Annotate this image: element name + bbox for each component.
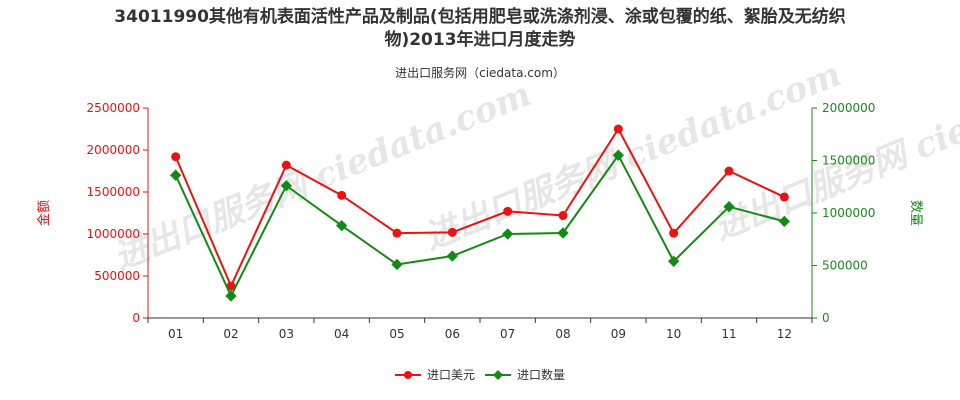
left-axis-tick-label: 0 xyxy=(132,311,140,325)
series-layer xyxy=(170,124,790,302)
left-axis-title: 金额 xyxy=(36,200,52,226)
series-point xyxy=(171,152,181,162)
legend-label: 进口美元 xyxy=(427,368,475,382)
legend-swatch-marker xyxy=(404,371,412,379)
series-point xyxy=(337,190,347,200)
chart-title-line2: 物)2013年进口月度走势 xyxy=(384,30,576,50)
x-axis-tick-label: 11 xyxy=(721,327,736,341)
x-axis-tick-label: 10 xyxy=(666,327,681,341)
left-axis-tick-label: 500000 xyxy=(94,269,140,283)
x-axis-tick-label: 06 xyxy=(445,327,460,341)
series-point xyxy=(613,124,623,134)
left-axis-tick-label: 2500000 xyxy=(87,101,140,115)
chart-title-line1: 34011990其他有机表面活性产品及制品(包括用肥皂或洗涤剂浸、涂或包覆的纸、… xyxy=(114,7,846,27)
series-point xyxy=(723,201,735,213)
legend-swatch-marker xyxy=(493,370,503,380)
series-point xyxy=(392,228,402,238)
x-axis-tick-label: 01 xyxy=(168,327,183,341)
axes: 05000001000000150000020000002500000金额050… xyxy=(36,101,923,341)
series-import-qty xyxy=(170,149,790,302)
right-axis-tick-label: 1500000 xyxy=(822,154,875,168)
series-point xyxy=(503,206,513,216)
series-point xyxy=(336,219,348,232)
right-axis-tick-label: 500000 xyxy=(822,259,868,273)
x-axis-tick-label: 08 xyxy=(555,327,570,341)
series-point xyxy=(778,215,790,228)
legend-item-import-qty: 进口数量 xyxy=(485,367,565,382)
series-point xyxy=(280,180,292,192)
right-axis-tick-label: 1000000 xyxy=(822,206,875,220)
series-line xyxy=(174,127,785,289)
x-axis-tick-label: 02 xyxy=(223,327,238,341)
legend-label: 进口数量 xyxy=(517,367,565,382)
series-point xyxy=(779,192,789,202)
right-axis-tick-label: 2000000 xyxy=(822,101,875,115)
series-point xyxy=(502,228,514,240)
series-point xyxy=(447,227,457,237)
x-axis-tick-label: 07 xyxy=(500,327,515,341)
series-point xyxy=(557,227,569,239)
series-point xyxy=(612,149,624,161)
series-point xyxy=(724,166,734,176)
x-axis-tick-label: 09 xyxy=(611,327,626,341)
series-point xyxy=(281,160,291,170)
x-axis-tick-label: 05 xyxy=(389,327,404,341)
series-point xyxy=(226,281,236,291)
series-import-usd xyxy=(171,124,789,291)
series-point xyxy=(558,211,568,221)
legend-item-import-usd: 进口美元 xyxy=(395,368,475,382)
series-point xyxy=(669,228,679,238)
left-axis-tick-label: 2000000 xyxy=(87,143,140,157)
series-point xyxy=(391,258,403,271)
chart-subtitle: 进出口服务网（ciedata.com） xyxy=(395,66,565,80)
chart-title: 34011990其他有机表面活性产品及制品(包括用肥皂或洗涤剂浸、涂或包覆的纸、… xyxy=(0,6,960,52)
x-axis-tick-label: 04 xyxy=(334,327,349,341)
left-axis-tick-label: 1000000 xyxy=(87,227,140,241)
legend: 进口美元 进口数量 xyxy=(395,367,565,382)
series-line xyxy=(174,153,785,299)
right-axis-tick-label: 0 xyxy=(822,311,830,325)
series-point xyxy=(170,169,182,181)
x-axis-tick-label: 12 xyxy=(777,327,792,341)
series-point xyxy=(225,290,237,302)
x-axis-tick-label: 03 xyxy=(279,327,294,341)
right-axis-title: 数量 xyxy=(908,200,923,226)
left-axis-tick-label: 1500000 xyxy=(87,185,140,199)
series-point xyxy=(668,255,680,267)
